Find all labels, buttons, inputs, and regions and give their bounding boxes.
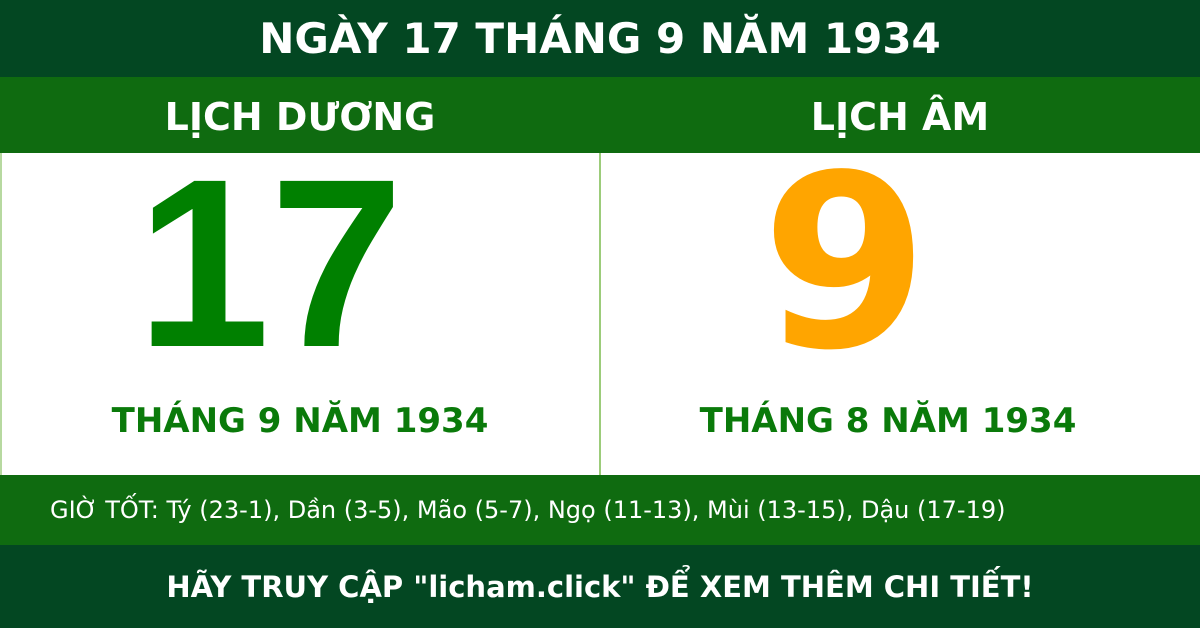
calendar-body: 17 THÁNG 9 NĂM 1934 9 THÁNG 8 NĂM 1934 xyxy=(0,143,1200,475)
divider xyxy=(599,153,601,475)
lunar-month-year: THÁNG 8 NĂM 1934 xyxy=(699,401,1077,441)
solar-month-year: THÁNG 9 NĂM 1934 xyxy=(111,401,489,441)
lunar-calendar-label: LỊCH ÂM xyxy=(810,95,990,139)
solar-day: 17 xyxy=(136,129,404,397)
left-border xyxy=(0,153,2,475)
footer-link-text: HÃY TRUY CẬP "licham.click" ĐỂ XEM THÊM … xyxy=(0,545,1200,628)
solar-calendar-label: LỊCH DƯƠNG xyxy=(164,95,436,139)
good-hours: GIỜ TỐT: Tý (23-1), Dần (3-5), Mão (5-7)… xyxy=(0,475,1200,545)
page-title: NGÀY 17 THÁNG 9 NĂM 1934 xyxy=(0,0,1200,77)
lunar-day: 9 xyxy=(761,123,929,403)
calendar-headers: LỊCH DƯƠNG LỊCH ÂM xyxy=(0,77,1200,153)
